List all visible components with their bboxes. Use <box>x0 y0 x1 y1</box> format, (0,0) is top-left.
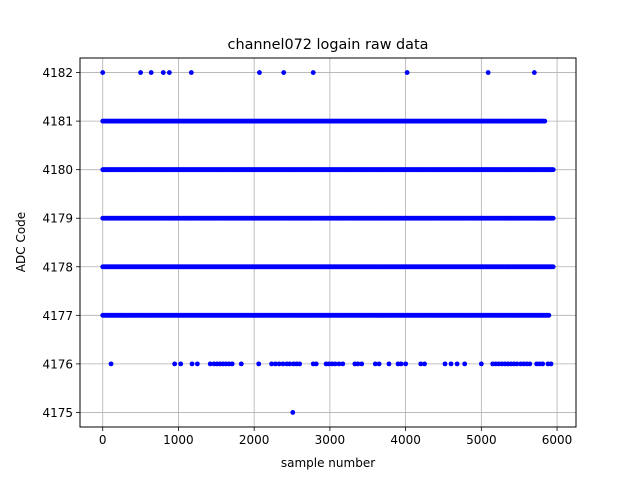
x-tick-label: 0 <box>99 433 107 447</box>
data-point <box>478 361 484 367</box>
data-point <box>454 361 460 367</box>
data-point <box>485 70 491 75</box>
data-point <box>442 361 448 367</box>
y-tick-label: 4182 <box>42 66 73 80</box>
data-point <box>287 361 293 367</box>
data-point <box>189 361 195 367</box>
y-tick-label: 4180 <box>42 163 73 177</box>
data-point <box>340 361 346 367</box>
data-point <box>276 361 282 367</box>
data-point <box>422 361 427 367</box>
data-point <box>527 361 533 367</box>
data-point <box>403 361 409 367</box>
data-point <box>256 361 262 367</box>
data-point <box>269 361 274 367</box>
axis-ticks: 0 1000 2000 3000 4000 5000 6000 4175 4176 4177 417… <box>42 66 572 447</box>
y-tick-label: 4178 <box>42 260 73 274</box>
y-tick-label: 4175 <box>42 406 73 420</box>
data-point <box>372 361 378 367</box>
data-point <box>148 70 154 75</box>
data-point <box>281 70 287 75</box>
y-tick-label: 4176 <box>42 357 73 371</box>
plot-frame <box>79 57 577 428</box>
data-point <box>542 118 548 124</box>
data-point <box>531 70 537 75</box>
y-tick-label: 4179 <box>42 212 73 226</box>
data-point <box>404 70 410 75</box>
data-point <box>550 264 556 270</box>
x-tick-label: 4000 <box>390 433 421 447</box>
data-point <box>160 70 166 75</box>
x-axis-label: sample number <box>281 456 375 470</box>
data-point <box>229 361 235 367</box>
y-tick-label: 4181 <box>42 115 73 129</box>
data-point <box>462 361 468 367</box>
data-point <box>359 361 365 367</box>
data-point <box>386 361 392 367</box>
data-points <box>100 70 556 415</box>
data-point <box>398 361 404 367</box>
x-tick-label: 5000 <box>466 433 497 447</box>
data-point <box>138 70 143 75</box>
data-point <box>290 410 296 415</box>
data-point <box>194 361 200 367</box>
data-point <box>172 361 178 367</box>
data-point <box>550 167 556 173</box>
data-point <box>546 312 552 318</box>
data-point <box>336 361 342 367</box>
data-point <box>418 361 424 367</box>
data-point <box>257 70 262 75</box>
y-axis-label: ADC Code <box>14 212 28 272</box>
data-point <box>548 361 554 367</box>
data-point <box>238 361 244 367</box>
y-tick-label: 4177 <box>42 309 73 323</box>
data-point <box>313 361 319 367</box>
data-point <box>355 361 361 367</box>
data-point <box>280 361 286 367</box>
x-tick-label: 2000 <box>239 433 270 447</box>
data-point <box>108 361 114 367</box>
x-tick-label: 1000 <box>163 433 194 447</box>
data-point <box>514 361 520 367</box>
data-point <box>166 70 172 75</box>
data-point <box>188 70 194 75</box>
x-tick-label: 6000 <box>542 433 573 447</box>
data-point <box>332 361 338 367</box>
chart-title: channel072 logain raw data <box>228 37 429 53</box>
data-point <box>448 361 454 367</box>
data-point <box>297 361 302 367</box>
data-point <box>310 70 316 75</box>
x-tick-label: 3000 <box>315 433 346 447</box>
data-point <box>207 361 213 367</box>
data-point <box>178 361 184 367</box>
data-point <box>272 361 278 367</box>
data-point <box>100 70 106 75</box>
data-point <box>540 361 546 367</box>
data-point <box>376 361 382 367</box>
data-point <box>550 215 556 221</box>
